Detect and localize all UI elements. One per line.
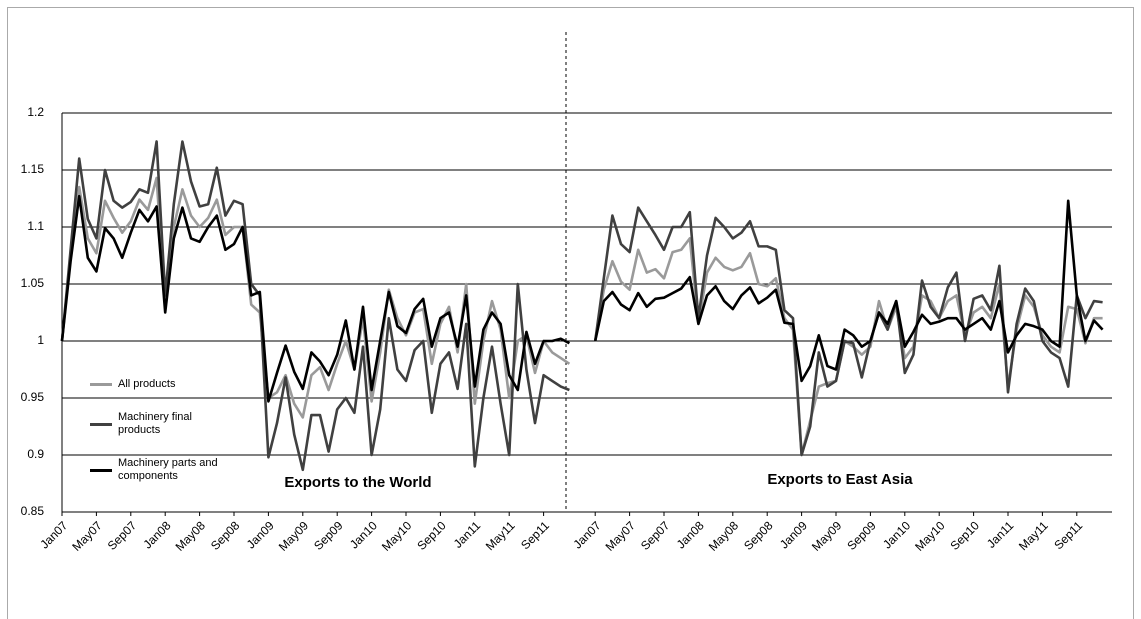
x-tick-label: Jan11 <box>984 518 1017 551</box>
x-tick-label: May10 <box>912 518 948 554</box>
x-tick-label: May09 <box>809 518 845 554</box>
x-tick-label: May11 <box>1016 518 1051 553</box>
x-tick-label: Sep07 <box>105 518 140 553</box>
legend-item: All products <box>90 378 240 391</box>
x-tick-label: Jan08 <box>674 518 707 551</box>
x-tick-label: Jan07 <box>37 518 70 551</box>
frame <box>7 7 1134 619</box>
legend-label: Machinery final products <box>118 411 192 436</box>
x-tick-label: Sep07 <box>638 518 673 553</box>
annotation: Exports to the World <box>284 474 431 491</box>
x-tick-label: Sep10 <box>948 518 983 553</box>
x-tick-label: Sep09 <box>311 518 346 553</box>
legend-item: Machinery parts and components <box>90 457 240 483</box>
x-tick-label: Sep11 <box>518 518 552 552</box>
x-tick-label: Sep10 <box>414 518 449 553</box>
y-tick-label: 1.15 <box>21 162 45 176</box>
series-line <box>60 194 1104 403</box>
annotation: Exports to East Asia <box>767 471 913 488</box>
x-tick-label: May09 <box>276 518 312 554</box>
series-line <box>60 140 1103 472</box>
x-tick-label: Jan08 <box>141 518 174 551</box>
x-tick-label: Jan07 <box>571 518 604 551</box>
legend-swatch <box>90 422 112 426</box>
series-line <box>60 176 1103 457</box>
x-tick-label: May08 <box>706 518 742 554</box>
y-tick-label: 1.2 <box>27 105 44 119</box>
x-tick-label: May11 <box>483 518 518 553</box>
x-tick-label: Sep08 <box>208 518 243 553</box>
legend-label: All products <box>118 378 176 390</box>
x-tick-label: May07 <box>603 518 639 554</box>
x-tick-label: May10 <box>379 518 415 554</box>
x-tick-label: Sep11 <box>1051 518 1085 552</box>
legend-swatch <box>90 383 112 386</box>
y-tick-label: 0.85 <box>21 504 45 518</box>
y-tick-label: 1 <box>37 333 44 347</box>
legend: All products Machinery final products Mach… <box>90 378 240 503</box>
x-tick-label: Jan11 <box>451 518 484 551</box>
x-tick-label: Jan10 <box>880 518 913 551</box>
x-tick-label: Jan10 <box>347 518 380 551</box>
y-tick-label: 1.1 <box>27 219 44 233</box>
x-tick-label: Jan09 <box>777 518 810 551</box>
y-tick-label: 0.95 <box>21 390 45 404</box>
legend-item: Machinery final products <box>90 411 240 437</box>
x-tick-label: May08 <box>173 518 209 554</box>
y-tick-label: 1.05 <box>21 276 45 290</box>
x-tick-label: May07 <box>69 518 105 554</box>
x-tick-label: Sep08 <box>741 518 776 553</box>
x-tick-label: Jan09 <box>244 518 277 551</box>
legend-label: Machinery parts and components <box>118 457 218 482</box>
y-tick-label: 0.9 <box>27 447 44 461</box>
x-tick-label: Sep09 <box>844 518 879 553</box>
legend-swatch <box>90 468 112 472</box>
